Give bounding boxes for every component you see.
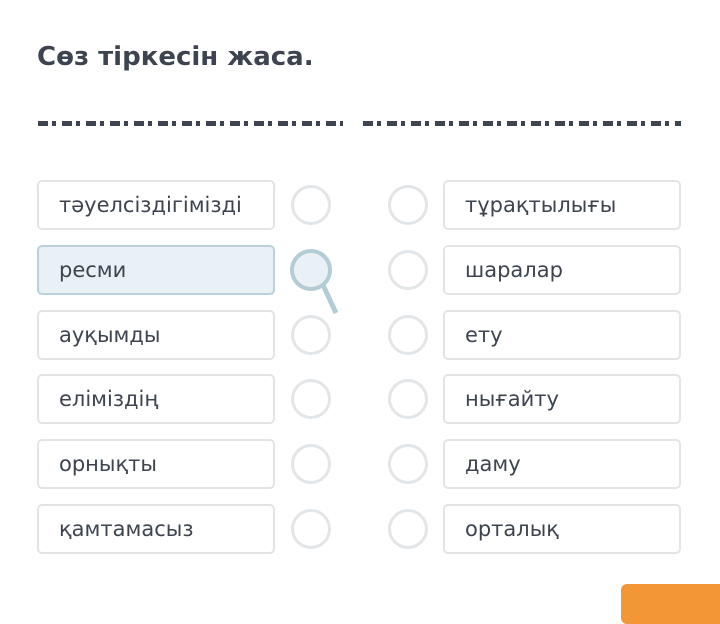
right-word-option[interactable]: даму [443, 439, 681, 490]
magnifier-icon[interactable] [290, 249, 342, 323]
right-word-option[interactable]: ету [443, 309, 681, 360]
right-word-option[interactable]: тұрақтылығы [443, 180, 681, 230]
left-connector-circle[interactable] [291, 444, 331, 485]
right-connector-circle[interactable] [388, 509, 428, 549]
left-word-option[interactable]: ресми [37, 244, 275, 295]
right-connector-circle[interactable] [388, 314, 428, 355]
right-connector-circle[interactable] [388, 444, 428, 485]
left-connector-circle[interactable] [291, 379, 331, 420]
left-connector-circle[interactable] [291, 314, 331, 355]
instruction-placeholder [363, 121, 681, 126]
right-connector-circle[interactable] [388, 379, 428, 420]
left-word-option[interactable]: еліміздің [37, 374, 275, 425]
left-word-option[interactable]: тәуелсіздігімізді [37, 180, 275, 230]
left-word-option[interactable]: орнықты [37, 439, 275, 490]
left-word-option[interactable]: қамтамасыз [37, 504, 275, 554]
next-button[interactable] [621, 584, 720, 624]
right-word-option[interactable]: нығайту [443, 374, 681, 425]
right-connector-circle[interactable] [388, 249, 428, 290]
left-connector-circle[interactable] [291, 185, 331, 225]
left-connector-circle[interactable] [291, 509, 331, 549]
page-title: Сөз тіркесін жаса. [37, 42, 314, 72]
right-word-option[interactable]: орталық [443, 504, 681, 554]
left-word-option[interactable]: ауқымды [37, 309, 275, 360]
right-word-option[interactable]: шаралар [443, 244, 681, 295]
instruction-placeholder [38, 121, 343, 126]
right-connector-circle[interactable] [388, 185, 428, 225]
